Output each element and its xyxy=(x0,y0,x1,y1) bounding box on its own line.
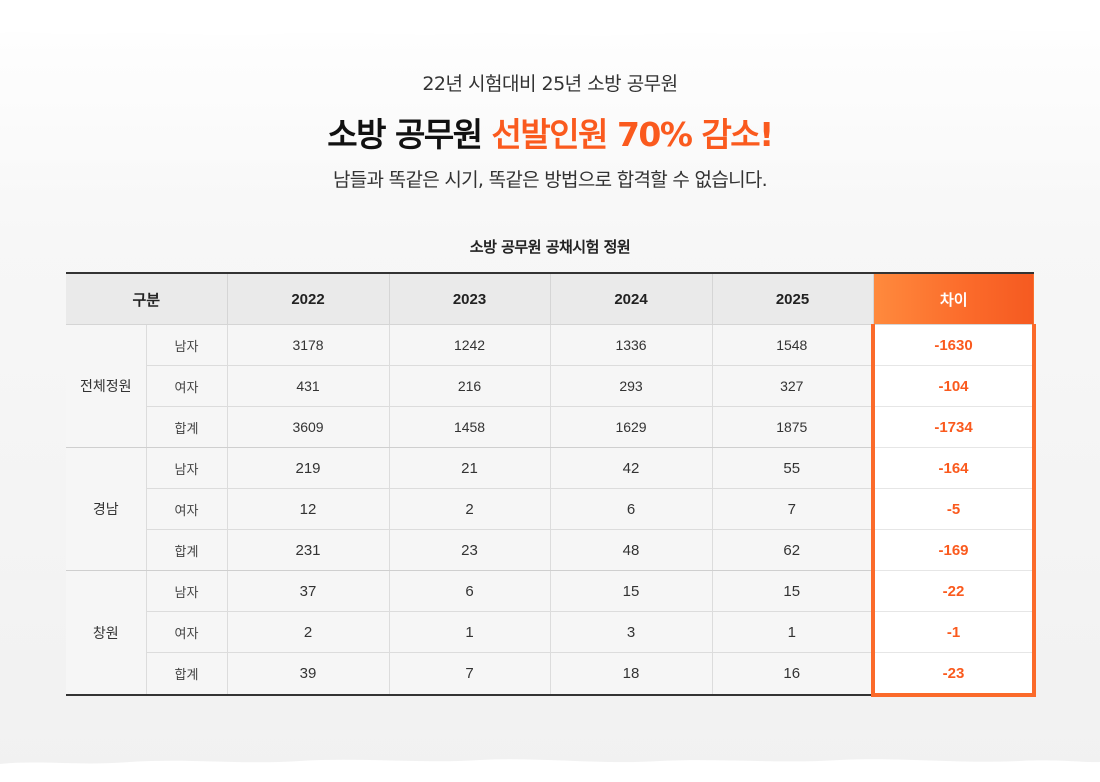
value-cell: 1458 xyxy=(389,406,551,448)
value-cell: 7 xyxy=(389,652,551,695)
row-label: 합계 xyxy=(146,652,228,695)
row-label: 남자 xyxy=(146,570,228,612)
table-row: 여자 2 1 3 1 -1 xyxy=(66,611,1037,653)
value-cell: 231 xyxy=(227,529,390,571)
difference-cell: -23 xyxy=(871,652,1037,697)
value-cell: 1629 xyxy=(550,406,713,448)
header-category: 구분 xyxy=(66,273,228,325)
header-year-2022: 2022 xyxy=(227,273,390,325)
row-label: 합계 xyxy=(146,406,228,448)
value-cell: 216 xyxy=(389,365,551,407)
value-cell: 1 xyxy=(389,611,551,653)
table-row: 경남 남자 219 21 42 55 -164 xyxy=(66,447,1037,571)
value-cell: 1548 xyxy=(712,324,874,366)
value-cell: 15 xyxy=(712,570,874,612)
region-cell: 전체정원 xyxy=(66,324,147,448)
value-cell: 431 xyxy=(227,365,390,407)
difference-cell: -169 xyxy=(871,529,1037,571)
value-cell: 55 xyxy=(712,447,874,489)
difference-cell: -1734 xyxy=(871,406,1037,448)
table-row: 여자 12 2 6 7 -5 xyxy=(66,488,1037,530)
table-row: 합계 39 7 18 16 -23 xyxy=(66,652,1037,697)
difference-cell: -164 xyxy=(871,447,1037,489)
difference-cell: -5 xyxy=(871,488,1037,530)
header-year-2025: 2025 xyxy=(712,273,874,325)
value-cell: 3609 xyxy=(227,406,390,448)
row-label: 남자 xyxy=(146,447,228,489)
promo-header: 22년 시험대비 25년 소방 공무원 소방 공무원 선발인원 70% 감소! … xyxy=(0,68,1100,196)
value-cell: 12 xyxy=(227,488,390,530)
table-row: 합계 231 23 48 62 -169 xyxy=(66,529,1037,571)
row-label: 여자 xyxy=(146,488,228,530)
table-row: 전체정원 남자 3178 1242 1336 1548 -1630 xyxy=(66,324,1037,448)
value-cell: 39 xyxy=(227,652,390,695)
value-cell: 327 xyxy=(712,365,874,407)
difference-cell: -1630 xyxy=(871,324,1037,366)
promo-tagline: 남들과 똑같은 시기, 똑같은 방법으로 합격할 수 없습니다. xyxy=(333,169,768,191)
table-row: 창원 남자 37 6 15 15 -22 xyxy=(66,570,1037,696)
value-cell: 293 xyxy=(550,365,713,407)
difference-cell: -104 xyxy=(871,365,1037,407)
headline-accent: 선발인원 70% 감소! xyxy=(491,115,775,154)
value-cell: 3178 xyxy=(227,324,390,366)
table-header-row: 구분 2022 2023 2024 2025 차이 xyxy=(66,273,1035,325)
row-label: 남자 xyxy=(146,324,228,366)
value-cell: 37 xyxy=(227,570,390,612)
promo-subtitle: 22년 시험대비 25년 소방 공무원 xyxy=(422,73,678,95)
header-year-2024: 2024 xyxy=(550,273,713,325)
value-cell: 1 xyxy=(712,611,874,653)
value-cell: 15 xyxy=(550,570,713,612)
recruitment-quota-table: 구분 2022 2023 2024 2025 차이 전체정원 남자 3178 1… xyxy=(66,272,1037,697)
value-cell: 1242 xyxy=(389,324,551,366)
value-cell: 1875 xyxy=(712,406,874,448)
header-year-2023: 2023 xyxy=(389,273,551,325)
torn-paper-bottom-decoration xyxy=(0,759,1100,782)
difference-cell: -22 xyxy=(871,570,1037,612)
promo-headline: 소방 공무원 선발인원 70% 감소! xyxy=(0,110,1100,160)
value-cell: 42 xyxy=(550,447,713,489)
row-label: 합계 xyxy=(146,529,228,571)
value-cell: 6 xyxy=(389,570,551,612)
value-cell: 48 xyxy=(550,529,713,571)
table-row: 합계 3609 1458 1629 1875 -1734 xyxy=(66,406,1037,448)
value-cell: 21 xyxy=(389,447,551,489)
value-cell: 7 xyxy=(712,488,874,530)
value-cell: 219 xyxy=(227,447,390,489)
table-title: 소방 공무원 공채시험 정원 xyxy=(469,238,631,256)
value-cell: 3 xyxy=(550,611,713,653)
value-cell: 2 xyxy=(227,611,390,653)
value-cell: 18 xyxy=(550,652,713,695)
difference-cell: -1 xyxy=(871,611,1037,653)
region-cell: 경남 xyxy=(66,447,147,571)
value-cell: 16 xyxy=(712,652,874,695)
value-cell: 6 xyxy=(550,488,713,530)
region-cell: 창원 xyxy=(66,570,147,696)
header-difference: 차이 xyxy=(873,273,1035,325)
headline-main: 소방 공무원 xyxy=(327,115,492,154)
row-label: 여자 xyxy=(146,365,228,407)
table-row: 여자 431 216 293 327 -104 xyxy=(66,365,1037,407)
value-cell: 2 xyxy=(389,488,551,530)
row-label: 여자 xyxy=(146,611,228,653)
value-cell: 23 xyxy=(389,529,551,571)
torn-paper-top-decoration xyxy=(0,0,1100,36)
value-cell: 1336 xyxy=(550,324,713,366)
value-cell: 62 xyxy=(712,529,874,571)
